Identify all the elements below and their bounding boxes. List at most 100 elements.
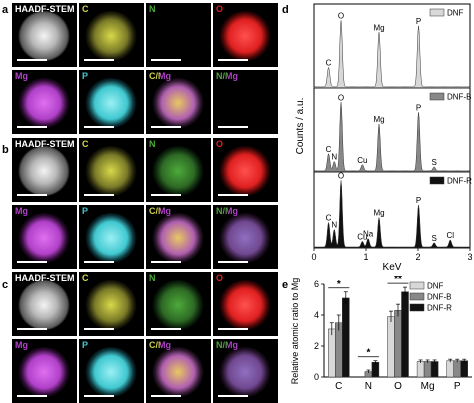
map-tile-p: P (79, 205, 144, 269)
bar-dnf-b (453, 360, 461, 378)
map-tile-label: Mg (15, 206, 28, 216)
peak-label: P (416, 104, 421, 113)
map-tile-o: O (213, 138, 278, 202)
map-tile-label: N/Mg (216, 340, 238, 350)
map-tile-label: HAADF-STEM (15, 139, 75, 149)
map-tile-nmg_empty: N/Mg (213, 70, 278, 134)
scale-bar (17, 395, 47, 397)
bar-dnf (387, 316, 395, 378)
map-tile-n: N (146, 138, 211, 202)
scale-bar (151, 261, 181, 263)
scale-bar (84, 328, 114, 330)
bar-dnf-r (401, 291, 409, 378)
peak-label: O (338, 12, 344, 21)
map-tile-label: N (149, 4, 156, 14)
scale-bar (84, 194, 114, 196)
peak-label: N (331, 153, 337, 162)
map-signal (152, 213, 204, 263)
scale-bar (84, 395, 114, 397)
map-tile-mg: Mg (12, 70, 77, 134)
bar-dnf-b (423, 361, 432, 378)
map-signal (152, 280, 204, 330)
map-tile-nmg: N/Mg (213, 339, 278, 403)
panel-label-c: c (2, 279, 9, 291)
map-signal (18, 78, 70, 128)
peak-label: Cl (446, 231, 454, 240)
peak-label: Mg (373, 209, 384, 218)
map-tile-label: O (216, 139, 224, 149)
x-tick-label: 2 (415, 252, 420, 262)
map-tile-label: O (216, 273, 224, 283)
bar-dnf-r (342, 297, 350, 378)
map-tile-label: Mg (15, 340, 28, 350)
map-signal (18, 213, 70, 263)
map-tile-o: O (213, 272, 278, 336)
map-tile-cmg: C/Mg (146, 70, 211, 134)
map-signal (18, 11, 70, 61)
map-tile-label: C (82, 273, 89, 283)
category-label: Mg (421, 381, 435, 392)
legend-swatch (429, 92, 445, 101)
peak-label: P (416, 17, 421, 26)
map-signal (18, 347, 70, 397)
map-tile-label: C/Mg (149, 206, 171, 216)
peak-label: P (416, 196, 421, 205)
map-signal (18, 280, 70, 330)
map-signal (219, 347, 271, 397)
y-tick-label: 2 (314, 341, 319, 351)
map-signal (219, 213, 271, 263)
scale-bar (17, 194, 47, 196)
peak-label: Mg (373, 115, 384, 124)
bar-dnf (328, 328, 336, 378)
peak-label: O (338, 93, 344, 102)
map-tile-label: C (82, 4, 89, 14)
map-signal (85, 347, 137, 397)
category-label: N (365, 381, 372, 392)
map-tile-c: C (79, 3, 144, 67)
y-tick-label: 0 (314, 372, 319, 382)
panel-label-e: e (282, 279, 289, 291)
map-signal (152, 78, 204, 128)
y-axis-label: Counts / a.u. (295, 98, 306, 155)
map-tile-label: N (149, 139, 156, 149)
x-axis-label: KeV (383, 262, 402, 270)
legend-swatch (409, 292, 425, 301)
scale-bar (218, 328, 248, 330)
scale-bar (84, 261, 114, 263)
legend-label: DNF-B (447, 93, 471, 102)
bar-dnf-r (460, 360, 468, 378)
scale-bar (17, 126, 47, 128)
map-tile-haadf: HAADF-STEM (12, 138, 77, 202)
bar-dnf-r (430, 361, 439, 378)
map-signal (85, 146, 137, 196)
scale-bar (17, 59, 47, 61)
peak-label: N (331, 221, 337, 230)
map-tile-label: HAADF-STEM (15, 4, 75, 14)
map-tile-label: N/Mg (216, 71, 238, 81)
legend-swatch (409, 303, 425, 312)
legend-swatch (429, 8, 445, 17)
x-tick-label: 0 (311, 252, 316, 262)
legend-swatch (409, 281, 425, 290)
map-signal (152, 347, 204, 397)
map-tile-label: Mg (15, 71, 28, 81)
peak-label: O (338, 172, 344, 181)
peak-label: S (431, 158, 436, 167)
peak-label: Cu (357, 156, 367, 165)
y-tick-label: 6 (314, 279, 319, 289)
y-axis-label: Relative atomic ratio to Mg (290, 278, 300, 385)
y-tick-label: 4 (314, 310, 319, 320)
x-tick-label: 1 (363, 252, 368, 262)
map-tile-o: O (213, 3, 278, 67)
panel-label-d: d (282, 4, 289, 16)
map-tile-p: P (79, 339, 144, 403)
map-signal (219, 146, 271, 196)
map-tile-label: P (82, 206, 89, 216)
bar-dnf (416, 361, 425, 378)
map-tile-label: O (216, 4, 224, 14)
bar-dnf-b (394, 310, 402, 378)
legend-swatch (429, 176, 445, 185)
scale-bar (218, 261, 248, 263)
spectrum-dnf (313, 20, 471, 89)
